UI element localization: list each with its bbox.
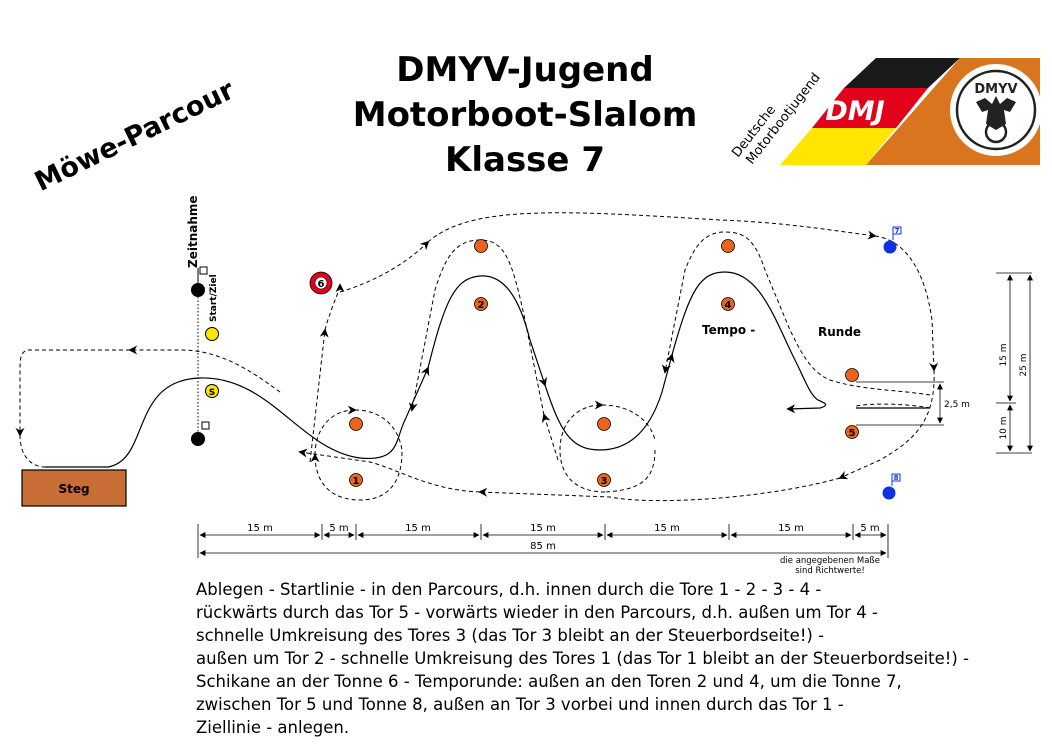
start-finish-line: Zeitnahme Start/Ziel S xyxy=(186,195,219,446)
gate-1-outer-buoy xyxy=(349,417,363,431)
dim-right-2-5: 2,5 m xyxy=(944,400,970,410)
gate-4-label: 4 xyxy=(725,300,732,311)
gate-2-buoy xyxy=(474,297,488,311)
start-buoy-s xyxy=(205,384,219,398)
logo-badge: DMJ xyxy=(825,96,884,127)
dim-seg-2: 5 m xyxy=(329,523,348,534)
dim-right-25: 25 m xyxy=(1019,353,1029,376)
eagle-icon xyxy=(976,96,1016,130)
bottom-dimensions xyxy=(197,524,889,558)
main-route xyxy=(45,271,930,468)
gate-5-outer-buoy xyxy=(845,368,859,382)
description-line: rückwärts durch das Tor 5 - vorwärts wie… xyxy=(196,603,878,622)
tonne-7-label: 7 xyxy=(895,227,900,235)
start-buoy-bottom xyxy=(191,432,205,446)
right-dimensions xyxy=(856,272,1033,454)
dim-seg-1: 15 m xyxy=(247,523,273,534)
description-line: außen um Tor 2 - schnelle Umkreisung des… xyxy=(196,649,969,668)
dim-total: 85 m xyxy=(530,541,556,552)
runde-label: Runde xyxy=(818,325,861,339)
note-line-2: sind Richtwerte! xyxy=(795,566,865,576)
tonne-8-label: 8 xyxy=(894,474,899,482)
course-description: Ablegen - Startlinie - in den Parcours, … xyxy=(196,578,1046,739)
description-line: Ziellinie - anlegen. xyxy=(196,718,350,737)
tonne-6: 6 xyxy=(309,271,333,295)
gate-4-buoy xyxy=(721,297,735,311)
flag-icon xyxy=(201,421,210,430)
gate-3-label: 3 xyxy=(601,476,608,487)
gate-2-outer-buoy xyxy=(474,239,488,253)
buoys: 1 2 3 4 5 6 7 8 xyxy=(309,226,902,500)
description-line: zwischen Tor 5 und Tonne 8, außen an Tor… xyxy=(196,695,844,714)
gate-5-buoy xyxy=(845,425,859,439)
anchor-wheel-icon xyxy=(984,120,1008,144)
dmj-logo: DMJ Deutsche Motorbootjugend DMYV xyxy=(729,58,1042,167)
dock: Steg xyxy=(21,469,127,507)
dim-right-10: 10 m xyxy=(999,416,1009,439)
start-buoy-s-label: S xyxy=(209,388,215,398)
dmyv-emblem-text: DMYV xyxy=(974,82,1017,97)
note-line-1: die angegebenen Maße xyxy=(780,556,880,566)
gate-5-label: 5 xyxy=(849,428,856,439)
description-line: Schikane an der Tonne 6 - Temporunde: au… xyxy=(196,672,902,691)
dim-seg-3: 15 m xyxy=(405,523,431,534)
dashed-routes xyxy=(15,212,939,502)
timing-label: Zeitnahme xyxy=(186,195,200,268)
start-buoy-top xyxy=(191,283,205,297)
dim-seg-6: 15 m xyxy=(778,523,804,534)
page-title: DMYV-Jugend Motorboot-Slalom Klasse 7 xyxy=(300,48,750,183)
gate-3-outer-buoy xyxy=(597,417,611,431)
tonne-6-label: 6 xyxy=(318,279,325,290)
gate-4-outer-buoy xyxy=(721,239,735,253)
gate-2-label: 2 xyxy=(478,300,485,311)
description-line: Ablegen - Startlinie - in den Parcours, … xyxy=(196,580,822,599)
tempo-label: Tempo - xyxy=(702,323,755,337)
dim-seg-4: 15 m xyxy=(530,523,556,534)
dim-seg-5: 15 m xyxy=(654,523,680,534)
start-finish-label: Start/Ziel xyxy=(209,274,219,322)
tonne-8: 8 xyxy=(882,473,901,500)
title-line-3: Klasse 7 xyxy=(445,140,605,180)
description-line: schnelle Umkreisung des Tores 3 (das Tor… xyxy=(196,626,825,645)
title-line-1: DMYV-Jugend xyxy=(396,50,654,90)
tonne-7: 7 xyxy=(883,226,902,254)
gate-1-buoy xyxy=(349,473,363,487)
title-line-2: Motorboot-Slalom xyxy=(352,95,698,135)
dock-label: Steg xyxy=(58,482,89,496)
dimension-note: die angegebenen Maße sind Richtwerte! xyxy=(760,556,900,576)
yellow-buoy xyxy=(205,327,219,341)
dim-right-15: 15 m xyxy=(999,343,1009,366)
flag-icon xyxy=(199,266,208,275)
dim-seg-7: 5 m xyxy=(860,523,879,534)
gate-3-buoy xyxy=(597,473,611,487)
gate-1-label: 1 xyxy=(353,476,360,487)
